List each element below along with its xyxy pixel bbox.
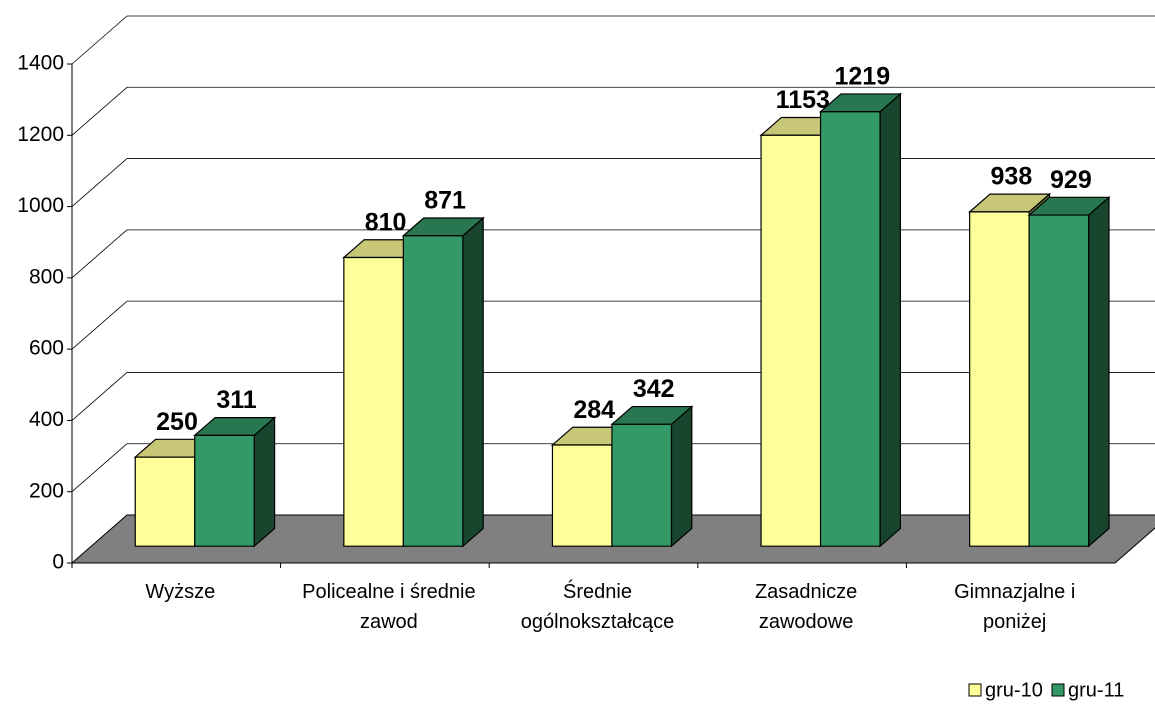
legend-label: gru-11 bbox=[1068, 679, 1124, 701]
bar-side bbox=[670, 405, 693, 548]
bar-front bbox=[402, 235, 464, 547]
value-label: 342 bbox=[633, 375, 675, 403]
value-label: 871 bbox=[424, 187, 466, 215]
bar-side bbox=[1088, 195, 1110, 548]
bar-front bbox=[551, 444, 613, 547]
x-tick-label: Średnie ogólnokształcące bbox=[520, 581, 675, 633]
grid-line bbox=[71, 158, 128, 207]
y-tick-label: 1400 bbox=[17, 52, 64, 75]
bar bbox=[818, 92, 903, 548]
bar bbox=[1027, 195, 1111, 548]
bar bbox=[610, 405, 694, 548]
value-label: 311 bbox=[216, 386, 256, 414]
y-tick-label: 200 bbox=[29, 479, 64, 502]
grid-line bbox=[71, 229, 128, 279]
bar-side bbox=[879, 92, 902, 548]
legend-swatch bbox=[968, 683, 982, 697]
value-label: 929 bbox=[1050, 166, 1092, 194]
value-label: 1219 bbox=[834, 63, 890, 91]
bar-front bbox=[134, 456, 196, 547]
grid-line bbox=[71, 443, 128, 493]
value-label: 250 bbox=[156, 408, 198, 436]
bar-front bbox=[760, 134, 822, 547]
value-label: 284 bbox=[573, 396, 615, 424]
grid-line bbox=[71, 300, 128, 350]
y-tick-label: 600 bbox=[29, 337, 64, 360]
bar-front bbox=[969, 211, 1030, 547]
bar-front bbox=[1028, 214, 1090, 547]
x-tick-label: Zasadnicze zawodowe bbox=[754, 581, 858, 633]
y-tick-label: 800 bbox=[29, 265, 64, 288]
value-label: 1153 bbox=[776, 86, 830, 114]
bar-front bbox=[611, 423, 673, 547]
value-label: 938 bbox=[991, 163, 1033, 191]
y-tick-label: 1200 bbox=[17, 123, 64, 146]
grid-line bbox=[71, 372, 128, 421]
bar bbox=[401, 216, 485, 548]
bar-front bbox=[343, 256, 404, 547]
y-tick-label: 400 bbox=[29, 408, 64, 431]
bar-front bbox=[194, 434, 255, 547]
bar-side bbox=[462, 216, 484, 548]
legend-label: gru-10 bbox=[985, 679, 1043, 701]
value-label: 810 bbox=[365, 208, 407, 236]
x-tick-label: Policealne i średnie zawod bbox=[302, 581, 476, 633]
bar bbox=[193, 416, 277, 548]
bar-side bbox=[253, 416, 276, 548]
y-tick-label: 1000 bbox=[17, 194, 64, 217]
x-tick-label: Wyższe bbox=[145, 581, 216, 603]
legend-swatch bbox=[1051, 683, 1065, 697]
x-tick-label: Gimnazjalne i poniżej bbox=[954, 581, 1076, 633]
grid-line bbox=[71, 86, 128, 136]
bar-front bbox=[819, 111, 881, 547]
y-tick-label: 0 bbox=[52, 551, 64, 574]
grid-line bbox=[71, 15, 128, 65]
